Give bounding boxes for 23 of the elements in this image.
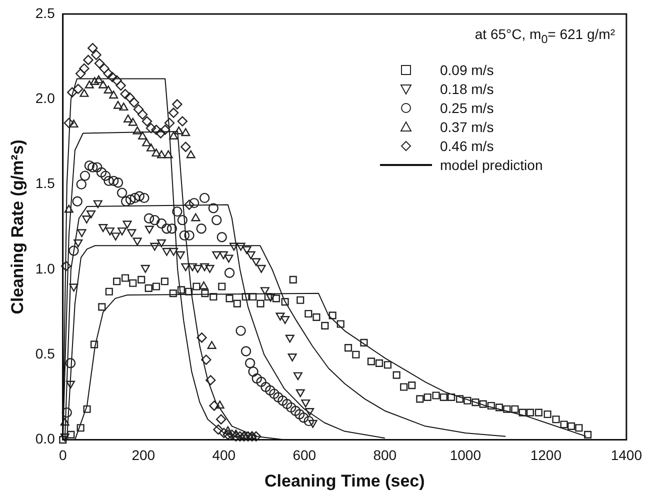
legend-label: 0.09 m/s — [440, 62, 494, 78]
y-tick-label: 1.0 — [35, 260, 56, 276]
legend-label: 0.18 m/s — [440, 80, 494, 96]
x-tick-label: 800 — [373, 447, 397, 464]
annotation: at 65°C, m$_{0}$= 621 g/m² — [474, 26, 615, 46]
x-tick-label: 400 — [212, 447, 236, 464]
y-tick-label: 2.5 — [35, 4, 56, 21]
y-tick-label: 0.5 — [35, 346, 56, 362]
x-tick-label: 0 — [58, 447, 67, 464]
x-tick-label: 1400 — [610, 447, 642, 464]
y-axis-title: Cleaning Rate (g/m²s) — [8, 140, 27, 314]
legend-label: 0.46 m/s — [440, 138, 494, 154]
legend-label: 0.37 m/s — [440, 118, 494, 134]
y-tick-label: 1.5 — [35, 175, 56, 192]
x-axis-title: Cleaning Time (sec) — [264, 471, 425, 490]
x-tick-label: 600 — [292, 447, 316, 464]
y-tick-label: 2.0 — [35, 90, 56, 106]
x-tick-label: 200 — [132, 447, 156, 464]
x-tick-label: 1000 — [450, 447, 482, 464]
y-tick-label: 0.0 — [35, 430, 56, 447]
legend-label: 0.25 m/s — [440, 100, 494, 116]
legend-label: model prediction — [440, 156, 543, 172]
x-tick-label: 1200 — [530, 447, 562, 464]
